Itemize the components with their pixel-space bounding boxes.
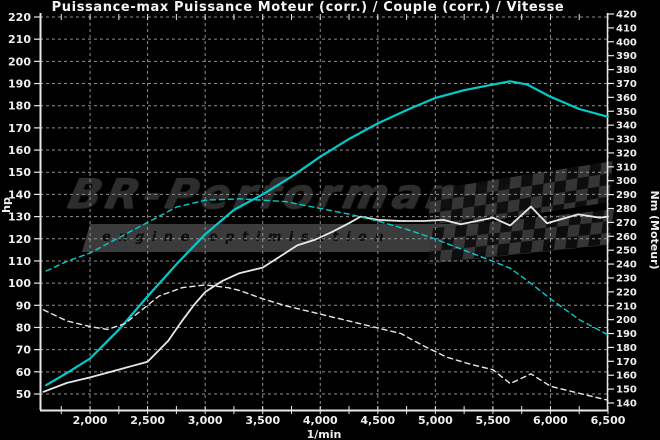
y-left-tick-label: 190 [8, 78, 31, 91]
y-axis-right-tick-labels: 140 150 160 170 180 190 200 210 220 230 240 250 260 2… [616, 10, 637, 410]
y-right-tick-label: 140 [616, 399, 637, 410]
y-left-tick-label: 70 [16, 344, 32, 357]
y-right-axis-title: Nm (Moteur) [648, 190, 660, 269]
y-left-axis-title: hp [0, 197, 13, 213]
y-right-tick-label: 210 [616, 301, 637, 312]
y-right-tick-label: 220 [616, 287, 637, 298]
curve-torque-run1 [42, 284, 609, 401]
curves [42, 80, 610, 401]
x-tick-label: 2,000 [73, 414, 108, 427]
watermark-tagline-text: engine optimisation [102, 230, 392, 245]
y-right-tick-label: 320 [616, 148, 637, 159]
y-right-tick-label: 250 [616, 246, 637, 257]
y-right-tick-label: 160 [616, 371, 637, 382]
y-left-tick-label: 200 [8, 55, 31, 68]
y-right-tick-label: 280 [616, 204, 637, 215]
curve-torque-run2 [45, 198, 609, 336]
y-left-tick-label: 210 [8, 33, 31, 46]
x-tick-label: 4,000 [303, 414, 338, 427]
y-right-tick-label: 410 [616, 23, 637, 34]
y-right-tick-label: 230 [616, 273, 637, 284]
y-left-tick-label: 170 [8, 122, 31, 135]
y-left-tick-label: 160 [8, 144, 31, 157]
y-left-tick-label: 220 [8, 11, 31, 24]
y-right-tick-label: 370 [616, 79, 637, 90]
y-left-tick-label: 120 [8, 233, 31, 246]
y-right-tick-label: 290 [616, 190, 637, 201]
y-left-tick-label: 60 [16, 366, 32, 379]
y-left-tick-label: 150 [8, 166, 31, 179]
x-tick-label: 5,000 [418, 414, 453, 427]
y-right-tick-label: 310 [616, 162, 637, 173]
axis-frame [39, 13, 609, 412]
x-tick-label: 4,500 [360, 414, 395, 427]
y-right-tick-label: 360 [616, 93, 637, 104]
curve-power-run1 [42, 205, 609, 393]
x-tick-label: 2,500 [130, 414, 165, 427]
y-right-tick-label: 190 [616, 329, 637, 340]
y-right-tick-label: 400 [616, 37, 637, 48]
y-right-tick-label: 180 [616, 343, 637, 354]
y-right-tick-label: 390 [616, 51, 637, 62]
x-axis-tick-labels: 2,000 2,500 3,000 3,500 4,000 4,500 5,000 5,500… [73, 414, 626, 427]
x-tick-label: 3,000 [188, 414, 223, 427]
y-left-tick-label: 90 [16, 299, 32, 312]
y-right-tick-label: 300 [616, 176, 637, 187]
grid-lines [40, 16, 609, 410]
y-left-tick-label: 110 [8, 255, 31, 268]
y-left-tick-label: 80 [16, 321, 32, 334]
axis-titles: hp Nm (Moteur) 1/min [0, 190, 660, 440]
y-left-tick-label: 140 [8, 188, 31, 201]
y-right-tick-label: 260 [616, 232, 637, 243]
x-tick-label: 5,500 [476, 414, 511, 427]
y-right-tick-label: 240 [616, 260, 637, 271]
y-axis-left-tick-labels: 50 60 70 80 90 100 110 120 130 140 150 160 170 180 190… [8, 11, 31, 401]
curve-power-run2 [45, 80, 610, 387]
y-right-tick-label: 340 [616, 121, 637, 132]
y-right-tick-label: 420 [616, 10, 637, 21]
x-tick-label: 3,500 [245, 414, 280, 427]
x-axis-title: 1/min [307, 428, 342, 440]
y-right-tick-label: 200 [616, 315, 637, 326]
x-tick-label: 6,000 [533, 414, 568, 427]
y-left-tick-label: 50 [16, 388, 32, 401]
y-right-tick-label: 170 [616, 357, 637, 368]
x-tick-label: 6,500 [591, 414, 626, 427]
y-left-tick-label: 130 [8, 211, 31, 224]
y-right-tick-label: 350 [616, 107, 637, 118]
chart-title: Puissance-max Puissance Moteur (corr.) /… [51, 0, 565, 15]
y-left-tick-label: 100 [8, 277, 31, 290]
y-right-tick-label: 150 [616, 385, 637, 396]
y-right-tick-label: 380 [616, 65, 637, 76]
y-right-tick-label: 330 [616, 135, 637, 146]
y-right-tick-label: 270 [616, 218, 637, 229]
y-left-tick-label: 180 [8, 100, 31, 113]
axis-ticks [34, 13, 614, 414]
